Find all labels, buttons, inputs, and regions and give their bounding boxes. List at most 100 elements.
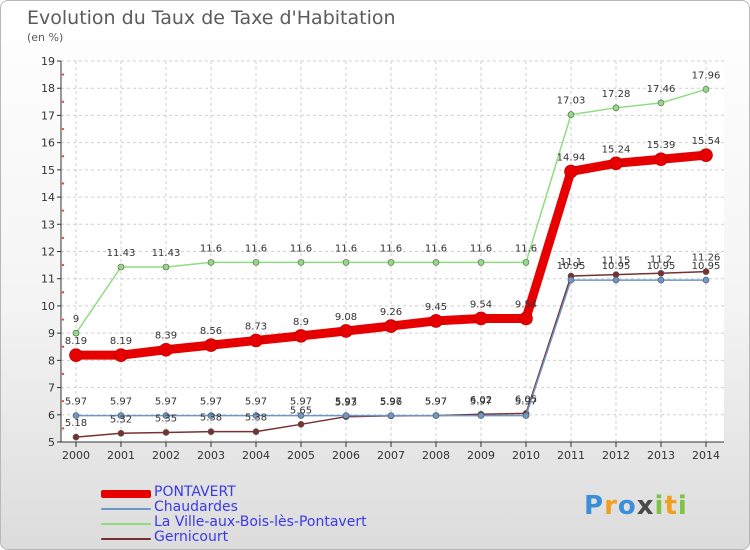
data-label-chaudardes: 5.97	[380, 397, 402, 408]
logo-letter: x	[636, 491, 655, 521]
data-point-pontavert	[519, 311, 533, 326]
x-tick-label: 2008	[422, 449, 450, 462]
data-point-chaudardes	[117, 412, 125, 419]
data-point-pontavert	[69, 348, 83, 362]
y-tick-label: 16	[41, 137, 55, 150]
data-point-la-ville-aux-bois	[72, 329, 80, 337]
data-label-pontavert: 9.54	[470, 299, 492, 310]
y-tick-label: 18	[41, 82, 55, 95]
legend-label-gernicourt: Gernicourt	[154, 529, 229, 545]
data-label-pontavert: 15.54	[692, 136, 721, 147]
data-point-pontavert	[384, 319, 398, 333]
data-point-pontavert	[564, 164, 578, 179]
x-tick-label: 2010	[512, 449, 540, 462]
y-tick-label: 10	[41, 300, 55, 313]
data-point-gernicourt	[72, 433, 80, 441]
data-label-la-ville-aux-bois: 11.43	[152, 248, 181, 259]
data-label-gernicourt: 5.35	[155, 413, 177, 424]
y-minor-tick	[61, 209, 65, 212]
y-tick-label: 8	[48, 354, 55, 367]
data-label-gernicourt: 6.05	[515, 394, 537, 405]
data-point-pontavert	[474, 311, 488, 326]
x-tick-label: 2004	[242, 449, 270, 462]
y-tick-label: 14	[41, 191, 55, 204]
data-point-pontavert	[159, 342, 173, 357]
data-label-chaudardes: 5.97	[335, 397, 357, 408]
data-point-la-ville-aux-bois	[207, 259, 215, 266]
y-minor-tick	[61, 127, 65, 131]
legend-swatch-la-ville-aux-bois	[101, 523, 151, 525]
data-point-la-ville-aux-bois	[387, 259, 395, 266]
legend-swatch-chaudardes	[101, 508, 151, 510]
y-tick-label: 9	[48, 327, 55, 340]
y-minor-tick	[61, 399, 65, 403]
x-tick-label: 2009	[467, 449, 495, 462]
data-label-chaudardes: 5.97	[200, 397, 222, 408]
data-point-la-ville-aux-bois	[342, 259, 350, 266]
data-point-la-ville-aux-bois	[117, 263, 125, 271]
data-label-la-ville-aux-bois: 11.6	[515, 243, 537, 254]
x-tick-label: 2002	[152, 449, 180, 462]
data-label-gernicourt: 11.15	[602, 256, 631, 267]
data-label-pontavert: 8.9	[293, 317, 309, 328]
data-point-pontavert	[429, 314, 443, 328]
data-label-gernicourt: 11.2	[650, 254, 672, 265]
y-minor-tick	[61, 345, 65, 348]
data-label-gernicourt: 5.97	[425, 397, 447, 408]
data-point-chaudardes	[387, 412, 395, 419]
data-label-pontavert: 8.56	[200, 326, 222, 337]
x-tick-label: 2005	[287, 449, 315, 462]
data-label-chaudardes: 5.97	[245, 397, 267, 408]
data-point-pontavert	[204, 338, 218, 352]
data-label-la-ville-aux-bois: 17.03	[557, 96, 586, 107]
y-minor-tick	[61, 427, 65, 430]
legend-swatch-pontavert	[101, 490, 151, 498]
data-label-pontavert: 15.24	[602, 144, 631, 155]
data-point-la-ville-aux-bois	[657, 99, 665, 107]
data-label-chaudardes: 5.97	[65, 397, 87, 408]
data-point-la-ville-aux-bois	[252, 259, 260, 266]
data-point-gernicourt	[612, 271, 620, 278]
y-tick-label: 13	[41, 218, 55, 231]
x-tick-label: 2011	[557, 449, 585, 462]
data-point-pontavert	[294, 329, 308, 343]
data-point-la-ville-aux-bois	[477, 259, 485, 266]
data-point-gernicourt	[162, 429, 170, 436]
legend-swatch-gernicourt	[101, 538, 151, 540]
data-point-gernicourt	[702, 268, 710, 275]
data-point-chaudardes	[162, 412, 170, 419]
data-label-la-ville-aux-bois: 9	[73, 314, 79, 325]
data-label-pontavert: 8.19	[65, 336, 87, 347]
data-label-gernicourt: 11.1	[560, 257, 582, 268]
y-minor-tick	[61, 155, 65, 158]
data-point-gernicourt	[252, 428, 260, 435]
data-label-chaudardes: 5.97	[515, 397, 537, 408]
logo-letter: t	[664, 491, 678, 521]
data-label-pontavert: 14.94	[557, 152, 586, 163]
data-point-la-ville-aux-bois	[162, 263, 170, 271]
data-label-la-ville-aux-bois: 11.6	[335, 243, 357, 254]
data-label-la-ville-aux-bois: 17.28	[602, 89, 631, 100]
data-label-gernicourt: 5.38	[245, 413, 267, 424]
y-tick-label: 11	[41, 273, 55, 286]
data-point-chaudardes	[207, 412, 215, 419]
y-tick-label: 12	[41, 246, 55, 259]
data-label-gernicourt: 11.26	[692, 253, 721, 264]
x-tick-label: 2013	[647, 449, 675, 462]
logo-letter: i	[654, 491, 665, 521]
data-point-pontavert	[249, 333, 263, 348]
data-point-gernicourt	[297, 421, 305, 428]
data-point-pontavert	[699, 148, 713, 162]
data-label-la-ville-aux-bois: 11.6	[290, 243, 312, 254]
data-point-pontavert	[654, 152, 668, 167]
x-tick-label: 2007	[377, 449, 405, 462]
data-point-chaudardes	[657, 276, 665, 284]
logo-letter: r	[604, 491, 618, 521]
y-minor-tick	[61, 182, 65, 185]
data-label-pontavert: 8.19	[110, 336, 132, 347]
data-label-chaudardes: 5.97	[470, 397, 492, 408]
x-tick-label: 2006	[332, 449, 360, 462]
data-point-chaudardes	[477, 412, 485, 419]
